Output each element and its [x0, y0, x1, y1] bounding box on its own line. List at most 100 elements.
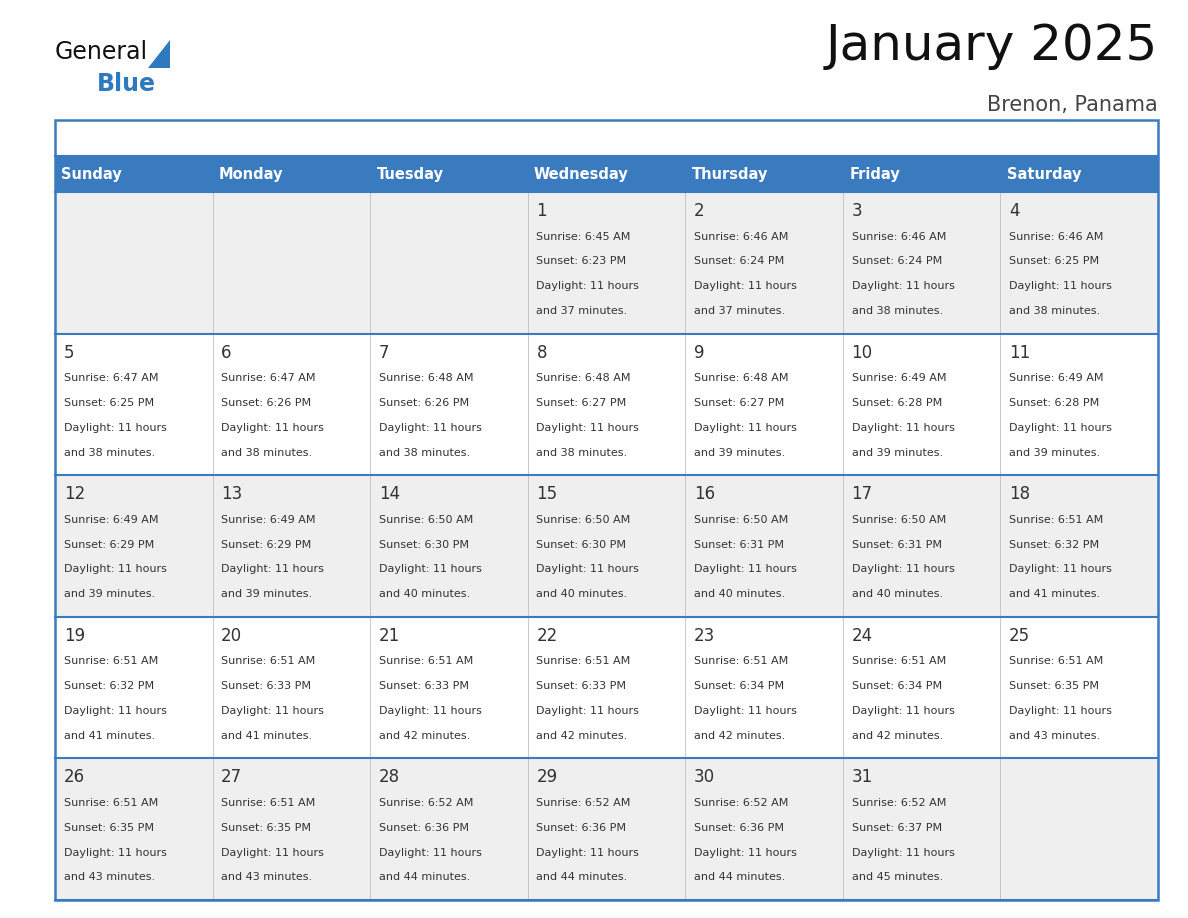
Text: Sunset: 6:35 PM: Sunset: 6:35 PM — [1009, 681, 1099, 691]
Text: Sunrise: 6:51 AM: Sunrise: 6:51 AM — [221, 656, 316, 666]
Text: 15: 15 — [536, 485, 557, 503]
Text: Blue: Blue — [97, 72, 156, 96]
Text: Daylight: 11 hours: Daylight: 11 hours — [852, 423, 954, 432]
Text: Sunset: 6:24 PM: Sunset: 6:24 PM — [694, 256, 784, 266]
Text: 1: 1 — [536, 202, 546, 220]
Text: Sunset: 6:32 PM: Sunset: 6:32 PM — [64, 681, 153, 691]
Bar — [685, 617, 842, 758]
Text: 30: 30 — [694, 768, 715, 787]
Text: Thursday: Thursday — [691, 166, 767, 182]
Bar — [213, 156, 371, 192]
Text: Sunrise: 6:51 AM: Sunrise: 6:51 AM — [536, 656, 631, 666]
Text: Monday: Monday — [219, 166, 284, 182]
Text: Sunset: 6:30 PM: Sunset: 6:30 PM — [379, 540, 469, 550]
Text: Daylight: 11 hours: Daylight: 11 hours — [694, 281, 797, 291]
Bar — [842, 192, 1000, 333]
Text: Daylight: 11 hours: Daylight: 11 hours — [536, 565, 639, 575]
Bar — [527, 476, 685, 617]
Bar — [527, 617, 685, 758]
Bar — [685, 758, 842, 900]
Text: 31: 31 — [852, 768, 873, 787]
Bar — [55, 617, 213, 758]
Text: and 43 minutes.: and 43 minutes. — [221, 872, 312, 882]
Text: Sunrise: 6:50 AM: Sunrise: 6:50 AM — [852, 515, 946, 525]
Bar — [55, 476, 213, 617]
Text: Sunrise: 6:46 AM: Sunrise: 6:46 AM — [694, 231, 789, 241]
Text: Sunrise: 6:48 AM: Sunrise: 6:48 AM — [379, 374, 473, 383]
Bar — [685, 333, 842, 476]
Text: Sunset: 6:36 PM: Sunset: 6:36 PM — [694, 823, 784, 833]
Text: Daylight: 11 hours: Daylight: 11 hours — [694, 423, 797, 432]
Text: Sunset: 6:37 PM: Sunset: 6:37 PM — [852, 823, 942, 833]
Text: Sunrise: 6:50 AM: Sunrise: 6:50 AM — [694, 515, 788, 525]
Polygon shape — [148, 40, 170, 68]
Bar — [213, 758, 371, 900]
Text: Daylight: 11 hours: Daylight: 11 hours — [64, 847, 166, 857]
Text: and 38 minutes.: and 38 minutes. — [64, 448, 154, 457]
Text: Sunrise: 6:50 AM: Sunrise: 6:50 AM — [536, 515, 631, 525]
Text: Sunrise: 6:52 AM: Sunrise: 6:52 AM — [852, 798, 946, 808]
Bar — [1000, 333, 1158, 476]
Text: 9: 9 — [694, 343, 704, 362]
Text: Sunrise: 6:51 AM: Sunrise: 6:51 AM — [694, 656, 788, 666]
Bar — [527, 333, 685, 476]
Text: Sunset: 6:33 PM: Sunset: 6:33 PM — [379, 681, 469, 691]
Text: Daylight: 11 hours: Daylight: 11 hours — [379, 847, 481, 857]
Text: Sunset: 6:34 PM: Sunset: 6:34 PM — [694, 681, 784, 691]
Text: Daylight: 11 hours: Daylight: 11 hours — [64, 706, 166, 716]
Text: Sunset: 6:36 PM: Sunset: 6:36 PM — [536, 823, 626, 833]
Text: Sunset: 6:26 PM: Sunset: 6:26 PM — [221, 398, 311, 408]
Text: and 38 minutes.: and 38 minutes. — [379, 448, 470, 457]
Text: Sunset: 6:33 PM: Sunset: 6:33 PM — [221, 681, 311, 691]
Text: Sunset: 6:24 PM: Sunset: 6:24 PM — [852, 256, 942, 266]
Text: Daylight: 11 hours: Daylight: 11 hours — [694, 847, 797, 857]
Text: Sunset: 6:28 PM: Sunset: 6:28 PM — [1009, 398, 1099, 408]
Text: Sunset: 6:36 PM: Sunset: 6:36 PM — [379, 823, 469, 833]
Text: and 38 minutes.: and 38 minutes. — [221, 448, 312, 457]
Text: 19: 19 — [64, 627, 84, 644]
Text: and 39 minutes.: and 39 minutes. — [1009, 448, 1100, 457]
Text: Daylight: 11 hours: Daylight: 11 hours — [379, 423, 481, 432]
Text: and 38 minutes.: and 38 minutes. — [852, 306, 942, 316]
Bar — [55, 758, 213, 900]
Text: Sunrise: 6:48 AM: Sunrise: 6:48 AM — [694, 374, 789, 383]
Text: Daylight: 11 hours: Daylight: 11 hours — [1009, 565, 1112, 575]
Text: Sunrise: 6:51 AM: Sunrise: 6:51 AM — [221, 798, 316, 808]
Text: and 37 minutes.: and 37 minutes. — [694, 306, 785, 316]
Bar — [371, 476, 527, 617]
Bar — [842, 333, 1000, 476]
Text: and 42 minutes.: and 42 minutes. — [694, 731, 785, 741]
Bar — [371, 192, 527, 333]
Text: Daylight: 11 hours: Daylight: 11 hours — [221, 847, 324, 857]
Text: Sunrise: 6:49 AM: Sunrise: 6:49 AM — [221, 515, 316, 525]
Text: Sunset: 6:29 PM: Sunset: 6:29 PM — [221, 540, 311, 550]
Text: Sunset: 6:29 PM: Sunset: 6:29 PM — [64, 540, 154, 550]
Bar — [213, 617, 371, 758]
Text: and 45 minutes.: and 45 minutes. — [852, 872, 942, 882]
Text: Daylight: 11 hours: Daylight: 11 hours — [536, 281, 639, 291]
Text: Daylight: 11 hours: Daylight: 11 hours — [1009, 706, 1112, 716]
Text: Sunrise: 6:51 AM: Sunrise: 6:51 AM — [379, 656, 473, 666]
Text: Sunrise: 6:47 AM: Sunrise: 6:47 AM — [221, 374, 316, 383]
Bar — [55, 333, 213, 476]
Text: Daylight: 11 hours: Daylight: 11 hours — [221, 423, 324, 432]
Text: 2: 2 — [694, 202, 704, 220]
Text: 10: 10 — [852, 343, 873, 362]
Text: Daylight: 11 hours: Daylight: 11 hours — [852, 847, 954, 857]
Bar — [371, 156, 527, 192]
Text: Daylight: 11 hours: Daylight: 11 hours — [536, 706, 639, 716]
Text: and 39 minutes.: and 39 minutes. — [694, 448, 785, 457]
Text: Sunrise: 6:52 AM: Sunrise: 6:52 AM — [694, 798, 789, 808]
Text: Sunset: 6:26 PM: Sunset: 6:26 PM — [379, 398, 469, 408]
Text: Daylight: 11 hours: Daylight: 11 hours — [1009, 423, 1112, 432]
Text: Wednesday: Wednesday — [535, 166, 628, 182]
Text: 23: 23 — [694, 627, 715, 644]
Text: Sunset: 6:33 PM: Sunset: 6:33 PM — [536, 681, 626, 691]
Text: Brenon, Panama: Brenon, Panama — [987, 95, 1158, 115]
Text: Daylight: 11 hours: Daylight: 11 hours — [852, 565, 954, 575]
Text: Sunset: 6:25 PM: Sunset: 6:25 PM — [1009, 256, 1099, 266]
Text: Daylight: 11 hours: Daylight: 11 hours — [379, 565, 481, 575]
Text: Daylight: 11 hours: Daylight: 11 hours — [221, 706, 324, 716]
Text: Sunrise: 6:51 AM: Sunrise: 6:51 AM — [1009, 656, 1104, 666]
Bar — [842, 476, 1000, 617]
